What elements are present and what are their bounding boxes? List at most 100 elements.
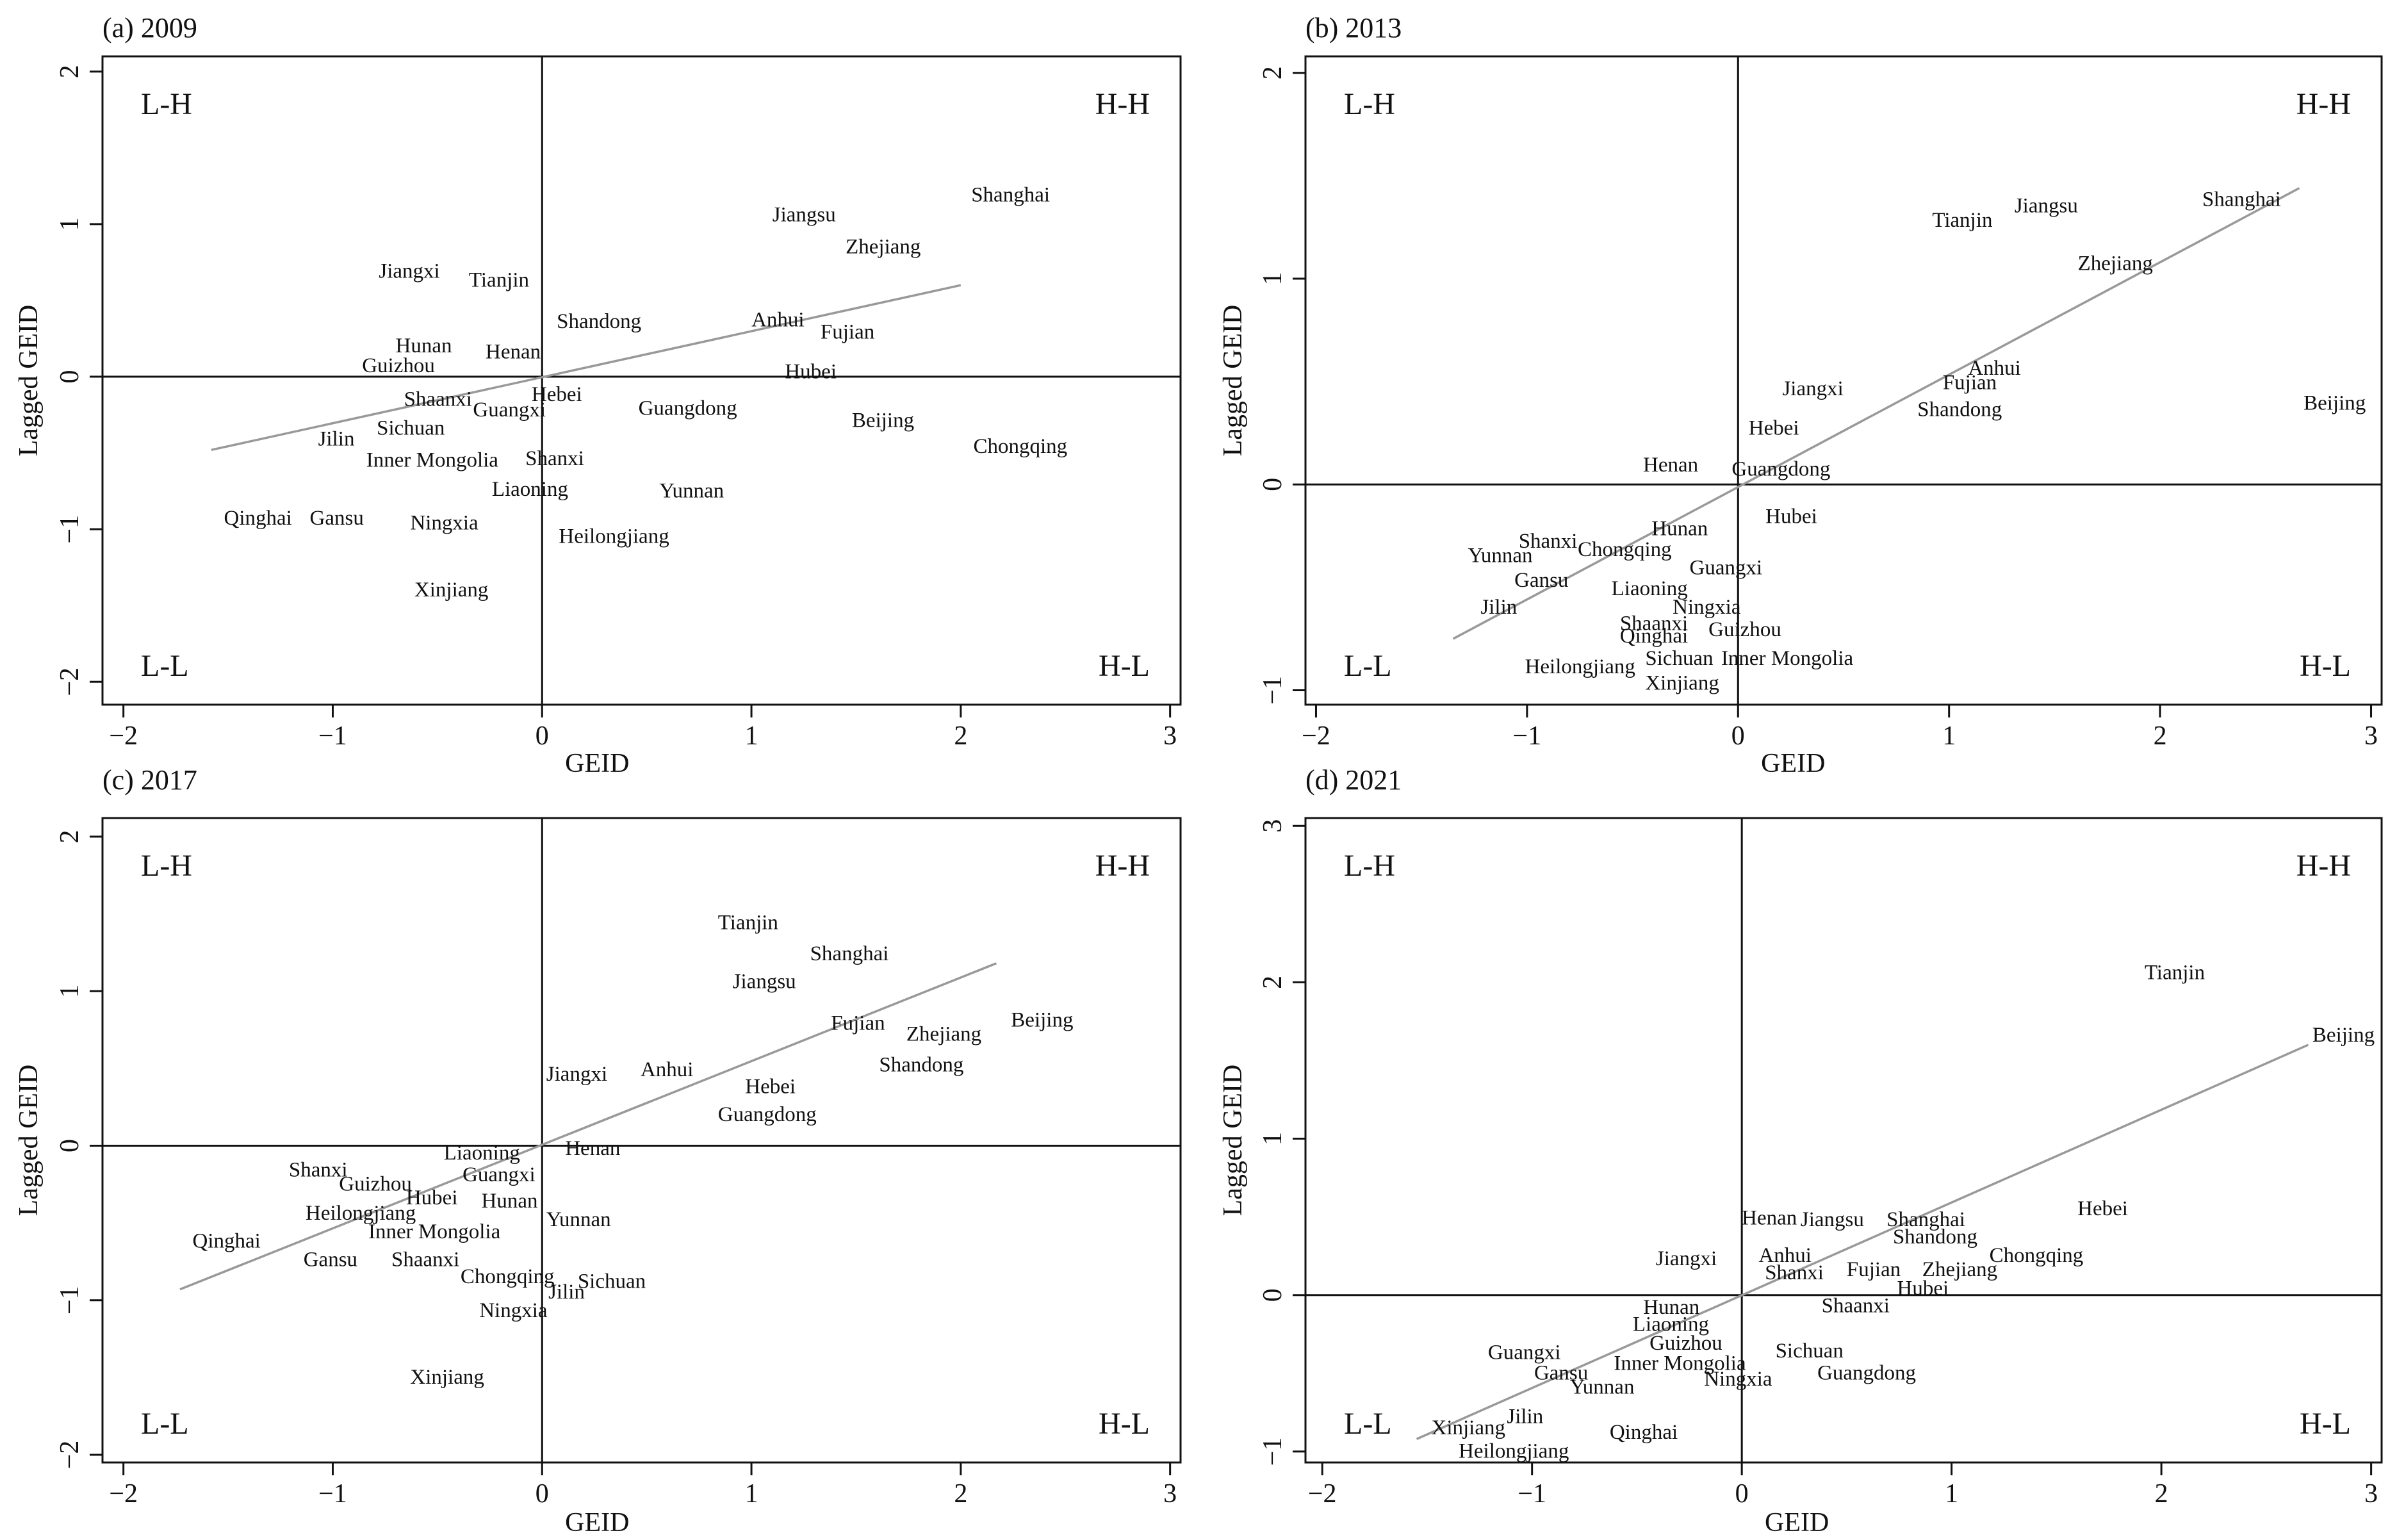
x-tick-label: 2 [2154,721,2167,751]
point-label-chongqing: Chongqing [973,435,1067,458]
panel-title: (a) 2009 [102,12,197,44]
point-label-inner-mongolia: Inner Mongolia [1614,1352,1746,1375]
point-label-shandong: Shandong [1917,398,2002,421]
point-label-inner-mongolia: Inner Mongolia [368,1220,501,1243]
x-tick-label: −2 [109,721,138,751]
x-tick-label: 0 [536,721,549,751]
quadrant-label-top-left: L-H [1344,87,1395,121]
x-tick-label: 3 [2364,1479,2378,1509]
x-tick-label: −1 [318,1479,347,1509]
point-label-fujian: Fujian [1943,372,1997,395]
point-label-gansu: Gansu [1534,1361,1588,1384]
point-label-anhui: Anhui [751,309,805,332]
point-label-yunnan: Yunnan [1468,544,1533,567]
point-label-chongqing: Chongqing [1990,1244,2084,1267]
point-label-shaanxi: Shaanxi [1822,1294,1890,1317]
quadrant-label-top-right: H-H [1095,87,1150,121]
point-label-xinjiang: Xinjiang [414,578,488,602]
point-label-inner-mongolia: Inner Mongolia [1721,647,1854,670]
x-axis-label: GEID [565,1508,629,1537]
quadrant-label-bottom-left: L-L [1344,649,1392,683]
y-tick-label: 1 [1258,272,1288,285]
x-tick-label: 2 [954,1479,967,1509]
x-tick-label: 0 [1735,1479,1749,1509]
x-tick-label: −2 [1308,1479,1337,1509]
point-label-zhejiang: Zhejiang [906,1022,981,1045]
point-label-anhui: Anhui [641,1058,693,1081]
point-label-beijing: Beijing [2303,392,2366,415]
point-label-qinghai: Qinghai [1610,1421,1678,1444]
point-label-shanghai: Shanghai [2202,188,2281,211]
point-label-sichuan: Sichuan [578,1270,646,1293]
point-label-guangxi: Guangxi [462,1163,536,1186]
point-label-henan: Henan [1742,1207,1797,1230]
point-label-ningxia: Ningxia [1704,1368,1772,1391]
point-label-heilongjiang: Heilongjiang [1459,1439,1569,1462]
point-label-hubei: Hubei [1765,505,1817,528]
point-label-hunan: Hunan [482,1190,538,1213]
point-label-jiangxi: Jiangxi [379,259,439,283]
point-label-liaoning: Liaoning [444,1142,520,1165]
point-label-guangdong: Guangdong [639,397,737,420]
point-label-jiangxi: Jiangxi [1782,377,1843,400]
quadrant-label-bottom-right: H-L [1099,649,1150,683]
y-axis-label: Lagged GEID [1218,305,1248,457]
point-label-zhejiang: Zhejiang [2078,252,2153,275]
point-label-jiangsu: Jiangsu [2015,194,2078,217]
point-label-shaanxi: Shaanxi [391,1249,459,1272]
y-tick-label: −1 [1258,1438,1288,1466]
point-label-liaoning: Liaoning [1612,577,1688,600]
point-label-zhejiang: Zhejiang [846,235,920,258]
quadrant-label-bottom-left: L-L [141,649,189,683]
panel-title: (c) 2017 [102,764,197,796]
point-label-guangdong: Guangdong [1731,458,1830,481]
point-label-beijing: Beijing [1011,1009,1073,1032]
x-tick-label: 2 [954,721,967,751]
point-label-tianjin: Tianjin [2145,961,2205,984]
point-label-shanxi: Shanxi [289,1159,348,1182]
point-label-shandong: Shandong [879,1054,963,1077]
y-axis-label: Lagged GEID [14,305,44,457]
point-label-gansu: Gansu [310,507,364,530]
y-tick-label: 3 [1258,819,1288,833]
plot-frame [1304,817,2383,1464]
y-tick-label: 0 [55,370,85,384]
panel-3: (c) 2017 −2 −1 0 1 2 3 −2 −1 0 1 2 GEID Lagged GEID L-… [14,764,1182,1537]
point-label-guangxi: Guangxi [1690,557,1763,580]
fit-line [1416,1044,2309,1440]
point-label-shanghai: Shanghai [971,183,1050,206]
y-tick-label: 0 [1258,1288,1288,1302]
point-label-hebei: Hebei [532,383,582,406]
point-label-fujian: Fujian [1847,1258,1901,1281]
x-tick-label: 3 [2364,721,2378,751]
quadrant-label-bottom-right: H-L [2300,1407,2351,1441]
point-label-hebei: Hebei [745,1075,796,1098]
y-tick-label: 0 [1258,478,1288,491]
quadrant-label-top-right: H-H [2296,849,2351,883]
x-tick-label: 1 [745,721,758,751]
point-label-hunan: Hunan [1651,518,1708,541]
x-tick-label: 3 [1163,721,1177,751]
point-label-guizhou: Guizhou [362,354,435,377]
point-label-tianjin: Tianjin [718,912,778,935]
point-label-shanghai: Shanghai [810,942,889,965]
point-label-guangxi: Guangxi [1488,1341,1561,1364]
y-tick-label: −1 [1258,676,1288,705]
point-label-shanxi: Shanxi [525,447,584,470]
panel-title: (b) 2013 [1305,12,1402,44]
point-label-hubei: Hubei [785,361,837,384]
point-label-anhui: Anhui [1968,357,2021,380]
quadrant-label-bottom-right: H-L [2300,649,2351,683]
point-label-ningxia: Ningxia [1673,596,1741,619]
panel-4: (d) 2021 −2 −1 0 1 2 3 −1 0 1 2 3 GEID Lagged GEID L-H… [1218,764,2383,1537]
y-tick-label: 2 [55,65,85,78]
plot-frame [101,817,1182,1464]
point-label-jilin: Jilin [1507,1405,1543,1429]
quadrant-label-top-right: H-H [2296,87,2351,121]
point-label-beijing: Beijing [2312,1024,2375,1047]
x-tick-label: 1 [1942,721,1956,751]
point-label-liaoning: Liaoning [1633,1313,1709,1336]
y-tick-label: 2 [1258,66,1288,79]
x-tick-label: −2 [1302,721,1330,751]
fit-line [211,284,961,452]
